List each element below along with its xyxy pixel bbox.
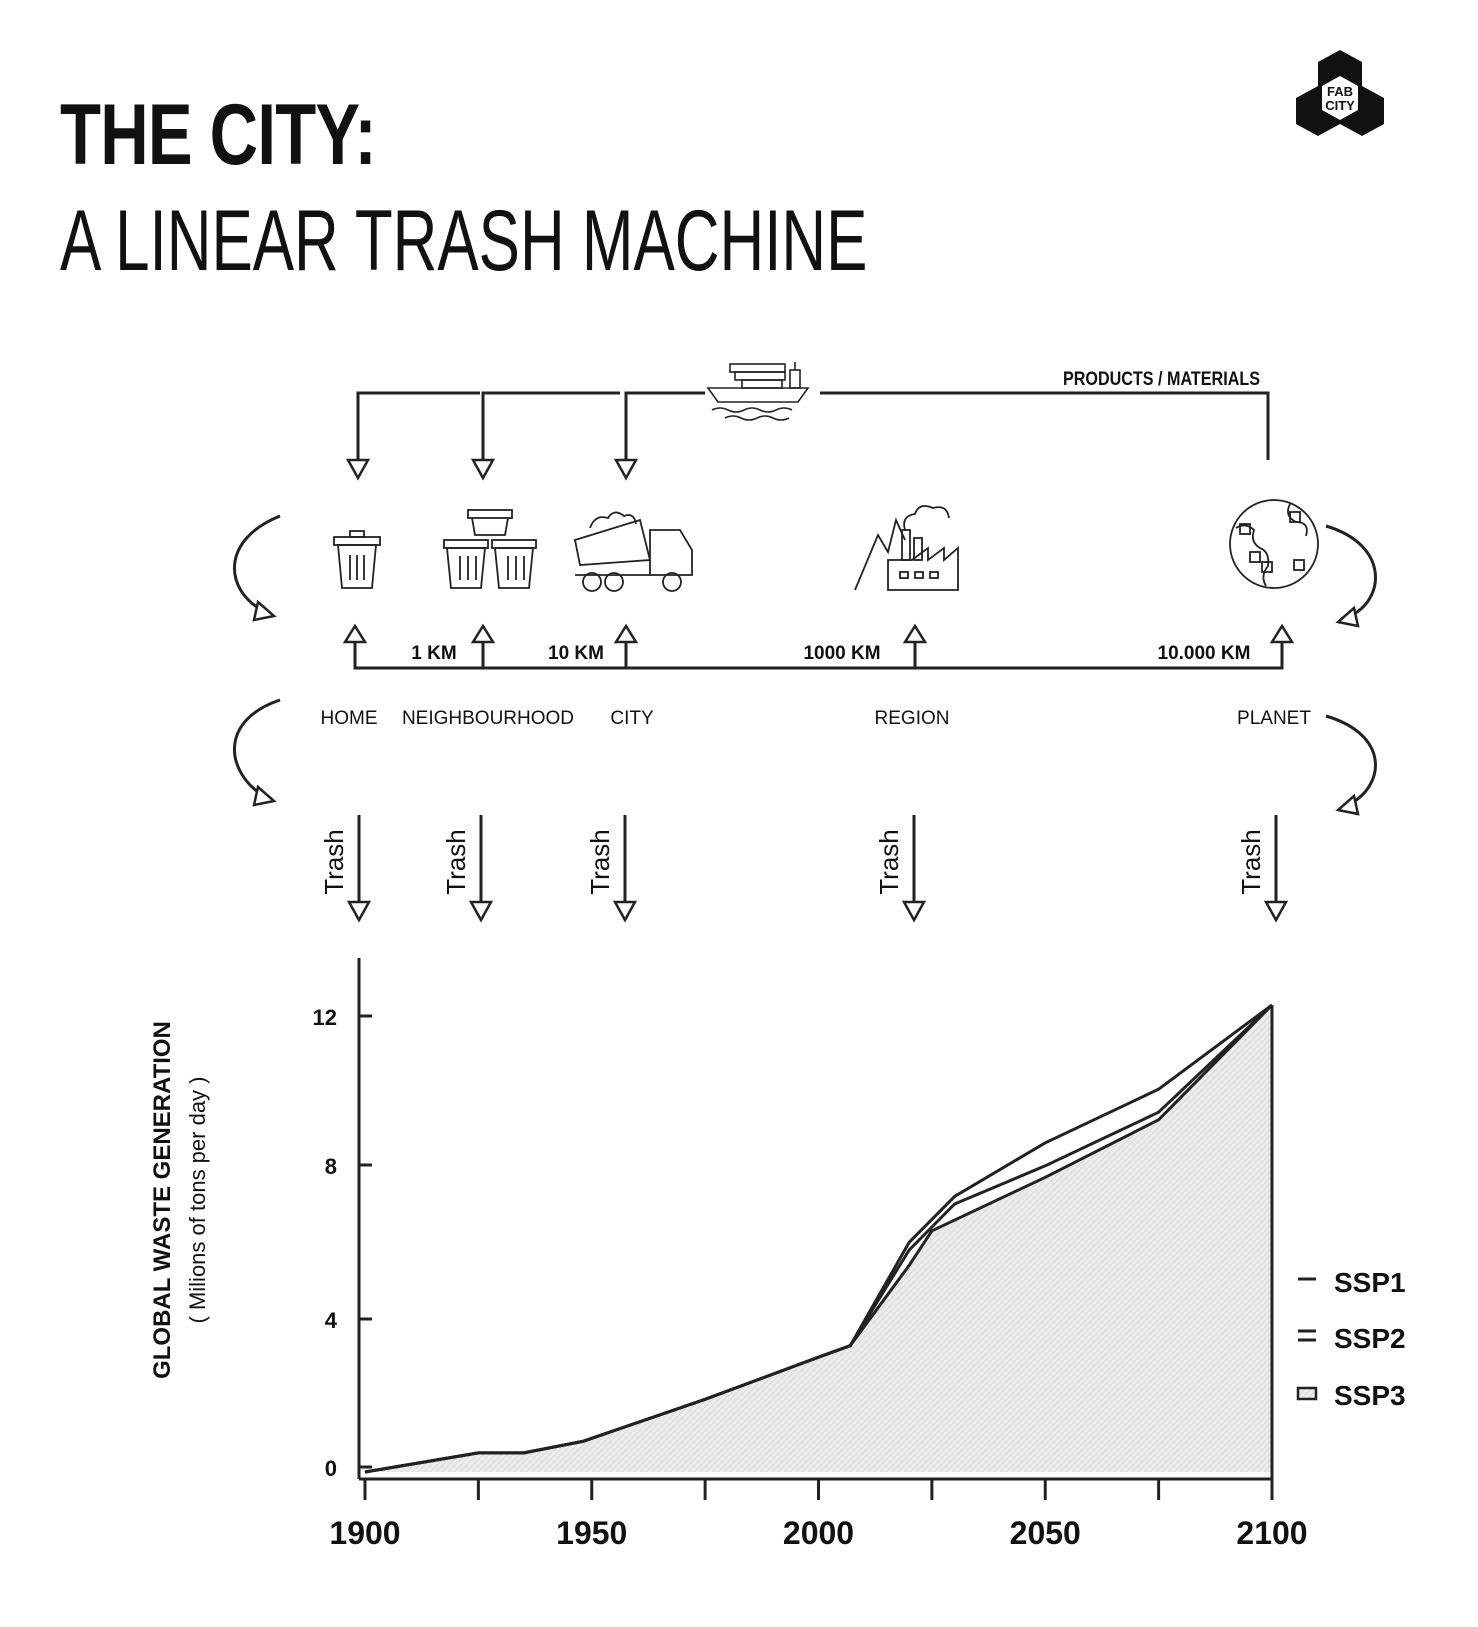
- distance-arrowheads: [342, 623, 1295, 644]
- factory-icon: [854, 505, 959, 591]
- supply-lines: [356, 391, 1270, 465]
- cycle-arrowheads: [252, 599, 1360, 816]
- globe-trash-icon: [1229, 499, 1319, 589]
- distance-label-1000km: 1000 KM: [803, 643, 880, 664]
- svg-text:FAB: FAB: [1327, 84, 1353, 99]
- trash-label-region: Trash: [874, 829, 904, 895]
- ssp3-area: [365, 1005, 1272, 1472]
- fab-city-logo: FAB CITY: [1296, 50, 1384, 136]
- trash-label-home: Trash: [319, 829, 349, 895]
- trash-arrowheads: [346, 900, 1289, 923]
- y-axis-title: GLOBAL WASTE GENERATION: [149, 1021, 176, 1379]
- supply-arrowheads: [345, 458, 639, 481]
- x-tick-label: 2100: [1236, 1515, 1307, 1551]
- products-materials-label: PRODUCTS / MATERIALS: [1063, 368, 1260, 390]
- legend-ssp1-label: SSP1: [1334, 1267, 1406, 1298]
- cargo-ship-icon: [706, 362, 810, 421]
- location-region: REGION: [875, 708, 950, 729]
- trash-bin-icon: [333, 530, 381, 589]
- trash-arrows: [357, 815, 1278, 905]
- location-city: CITY: [610, 708, 654, 729]
- distance-axis: [353, 640, 1284, 670]
- y-tick-label: 4: [325, 1308, 338, 1333]
- dump-truck-icon: [573, 511, 693, 592]
- distance-label-1km: 1 KM: [411, 643, 456, 664]
- location-planet: PLANET: [1237, 708, 1311, 729]
- y-tick-label: 8: [325, 1154, 337, 1179]
- legend: SSP1 SSP2 SSP3: [1296, 1267, 1406, 1411]
- trash-label-planet: Trash: [1236, 829, 1266, 895]
- waste-chart: 1900 1950 2000 2050 2100 0 4 8 12: [313, 958, 1308, 1551]
- legend-ssp3-swatch: [1296, 1386, 1318, 1401]
- svg-text:CITY: CITY: [1325, 98, 1355, 113]
- legend-ssp3-label: SSP3: [1334, 1380, 1406, 1411]
- location-home: HOME: [321, 708, 378, 729]
- cycle-arrows: [232, 514, 1377, 806]
- distance-label-10000km: 10.000 KM: [1158, 643, 1251, 664]
- trash-label-neighbourhood: Trash: [441, 829, 471, 895]
- trash-label-city: Trash: [585, 829, 615, 895]
- x-tick-label: 2050: [1010, 1515, 1081, 1551]
- page-title: THE CITY:: [60, 87, 377, 183]
- series-line-ssp3: [364, 1003, 1274, 1474]
- location-neighbourhood: NEIGHBOURHOOD: [402, 708, 574, 729]
- distance-label-10km: 10 KM: [548, 643, 604, 664]
- y-tick-label: 12: [313, 1005, 337, 1030]
- y-tick-label: 0: [325, 1456, 337, 1481]
- x-tick-label: 2000: [783, 1515, 854, 1551]
- legend-ssp2-label: SSP2: [1334, 1323, 1406, 1354]
- x-tick-label: 1900: [329, 1515, 400, 1551]
- page-subtitle: A LINEAR TRASH MACHINE: [60, 193, 868, 289]
- x-tick-label: 1950: [556, 1515, 627, 1551]
- y-axis-subtitle: ( Milions of tons per day ): [185, 1077, 210, 1324]
- trash-bins-group-icon: [443, 509, 537, 589]
